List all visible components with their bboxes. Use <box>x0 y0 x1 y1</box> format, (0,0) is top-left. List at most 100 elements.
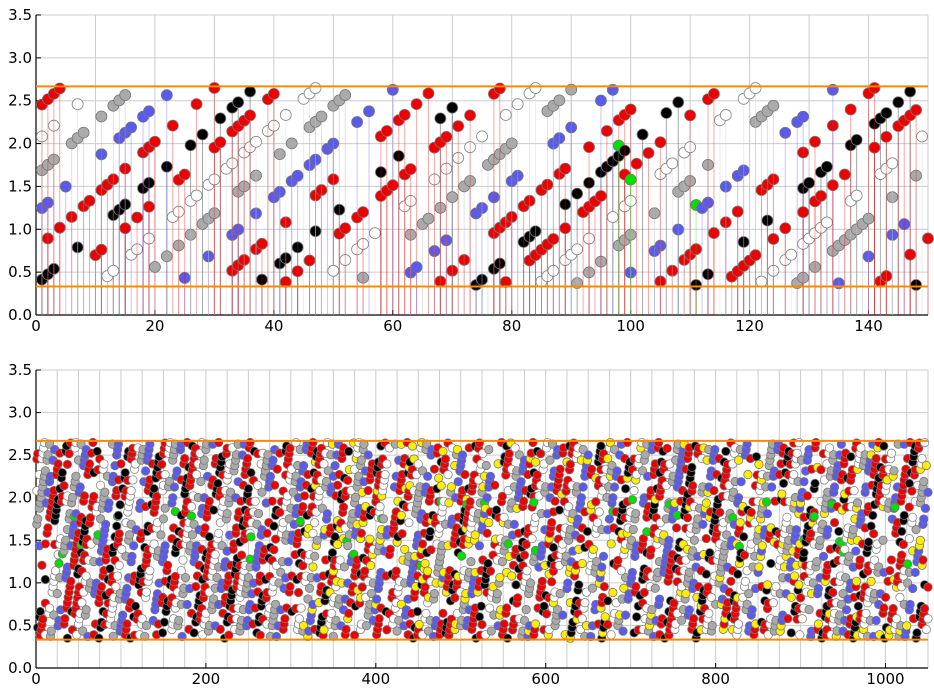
data-point <box>880 107 893 119</box>
data-point <box>52 589 62 599</box>
data-point <box>124 530 135 540</box>
data-point <box>262 528 272 538</box>
data-point <box>245 437 255 448</box>
data-point <box>762 509 773 519</box>
data-point <box>119 89 132 101</box>
data-point <box>892 96 905 109</box>
data-point <box>214 112 227 125</box>
data-point <box>747 605 757 615</box>
data-point <box>904 478 914 488</box>
data-point <box>131 243 143 256</box>
data-point <box>574 580 584 590</box>
data-point <box>785 248 798 261</box>
data-point <box>327 548 338 558</box>
data-point <box>755 275 768 288</box>
data-point <box>778 478 789 488</box>
data-point <box>160 541 170 551</box>
data-point <box>466 556 476 567</box>
data-point <box>794 437 804 448</box>
data-point <box>166 119 179 132</box>
data-point <box>298 561 308 571</box>
data-point <box>736 477 746 487</box>
data-point <box>295 516 305 526</box>
data-point <box>283 557 293 567</box>
data-point <box>672 223 685 236</box>
data-point <box>910 567 920 578</box>
data-point <box>343 540 353 551</box>
data-point <box>71 98 84 111</box>
data-point <box>244 85 256 98</box>
data-point <box>104 498 114 508</box>
data-point <box>75 482 85 492</box>
data-point <box>40 574 50 585</box>
data-point <box>920 437 930 448</box>
data-point <box>457 450 468 460</box>
data-point <box>786 628 796 638</box>
data-point <box>180 453 190 464</box>
data-point <box>170 571 180 582</box>
data-point <box>548 542 558 553</box>
data-point <box>114 560 124 570</box>
data-point <box>196 476 206 487</box>
data-point <box>243 484 253 494</box>
data-point <box>910 279 923 291</box>
data-point <box>889 466 899 476</box>
data-point <box>818 551 829 562</box>
data-point <box>583 232 595 245</box>
data-point <box>559 198 572 211</box>
data-point <box>855 555 865 565</box>
data-point <box>84 459 95 469</box>
data-point <box>624 195 637 207</box>
data-point <box>624 173 637 186</box>
data-point <box>622 437 632 448</box>
data-point <box>152 491 162 502</box>
data-point <box>628 524 638 535</box>
data-point <box>899 510 909 521</box>
data-point <box>852 498 863 508</box>
data-point <box>886 157 899 170</box>
data-point <box>583 266 595 279</box>
data-point <box>630 157 643 170</box>
data-point <box>199 455 209 465</box>
data-point <box>904 534 914 544</box>
data-point <box>232 223 245 236</box>
data-point <box>242 453 253 464</box>
data-point <box>53 221 66 234</box>
data-point <box>99 459 109 469</box>
data-point <box>172 466 182 476</box>
data-point <box>60 614 70 624</box>
data-point <box>236 550 247 560</box>
data-point <box>112 571 123 581</box>
x-tick-label: 100 <box>616 317 645 335</box>
data-point <box>624 266 637 279</box>
data-point <box>682 513 693 523</box>
data-point <box>485 566 496 576</box>
data-point <box>372 594 382 604</box>
data-point <box>767 233 780 245</box>
data-point <box>813 583 824 594</box>
data-point <box>298 461 309 471</box>
data-point <box>464 141 477 154</box>
data-point <box>327 137 340 150</box>
data-point <box>746 507 756 518</box>
data-point <box>457 551 467 561</box>
data-point <box>583 176 595 189</box>
data-point <box>868 82 881 94</box>
data-point <box>273 186 286 198</box>
y-tick-label: 2.0 <box>8 489 32 507</box>
data-point <box>702 158 714 171</box>
data-point <box>386 179 399 192</box>
data-point <box>797 110 810 123</box>
data-point <box>232 96 245 109</box>
x-tick-label: 120 <box>735 317 764 335</box>
data-point <box>618 626 628 636</box>
x-tick-label: 400 <box>361 670 390 688</box>
data-point <box>915 535 925 545</box>
data-point <box>721 446 731 456</box>
data-point <box>529 225 542 238</box>
data-point <box>735 517 745 528</box>
data-point <box>238 180 251 193</box>
data-point <box>280 614 290 624</box>
data-point <box>149 539 159 549</box>
data-point <box>648 207 661 220</box>
